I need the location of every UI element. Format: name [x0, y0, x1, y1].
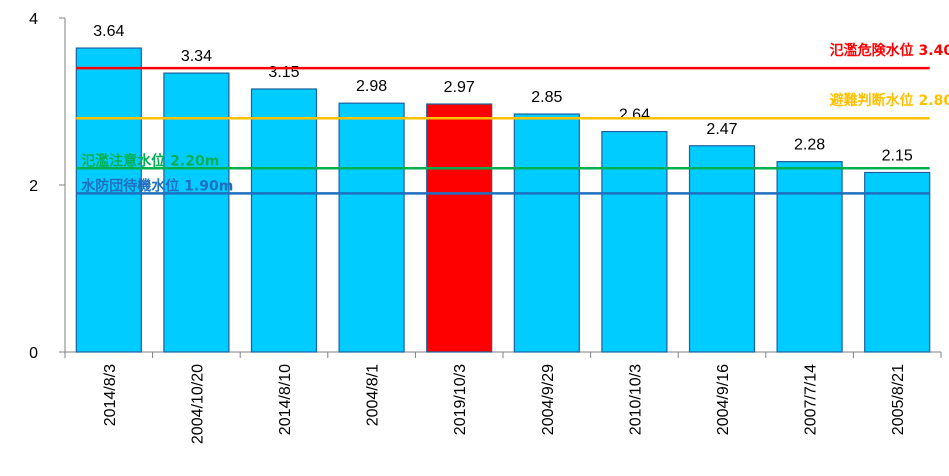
x-tick-label: 2014/8/10 [277, 364, 294, 435]
reference-line-label: 氾濫危険水位 3.40m [830, 42, 949, 59]
bar-value-label: 3.64 [93, 23, 124, 40]
bar-value-label: 2.85 [531, 89, 562, 106]
bar [250, 88, 318, 353]
bar [338, 102, 405, 353]
bar [776, 161, 843, 353]
bar-value-label: 2.97 [444, 79, 475, 96]
bar [688, 145, 756, 353]
bar-value-label: 2.28 [794, 137, 825, 154]
bar-value-label: 2.15 [882, 147, 913, 164]
x-tick-label: 2019/10/3 [452, 364, 469, 435]
bar [426, 103, 493, 353]
bar [75, 47, 142, 353]
x-tick-label: 2004/9/16 [715, 364, 732, 435]
bar-value-label: 2.47 [706, 121, 737, 138]
y-tick-label: 0 [29, 345, 38, 362]
x-tick-label: 2007/7/14 [803, 364, 820, 435]
reference-line-label: 避難判断水位 2.80m [830, 92, 949, 109]
x-tick-label: 2004/9/29 [540, 364, 557, 435]
bar-value-label: 2.98 [356, 78, 387, 95]
reference-line-label: 氾濫注意水位 2.20m [81, 152, 219, 169]
bar [163, 72, 230, 353]
bar-value-label: 2.64 [619, 107, 650, 124]
x-tick-label: 2004/8/1 [365, 364, 382, 426]
x-tick-label: 2005/8/21 [890, 364, 907, 435]
bar-value-label: 3.34 [181, 48, 212, 65]
bar [513, 113, 580, 353]
reference-line-label: 水防団待機水位 1.90m [81, 177, 233, 194]
bar [601, 130, 668, 353]
bar-value-label: 3.15 [268, 64, 299, 81]
bar [864, 171, 931, 353]
y-tick-label: 2 [29, 178, 38, 195]
x-tick-label: 2010/10/3 [627, 364, 644, 435]
y-tick-label: 4 [29, 11, 38, 28]
x-tick-label: 2014/8/3 [102, 364, 119, 426]
x-tick-label: 2004/10/20 [189, 364, 206, 444]
